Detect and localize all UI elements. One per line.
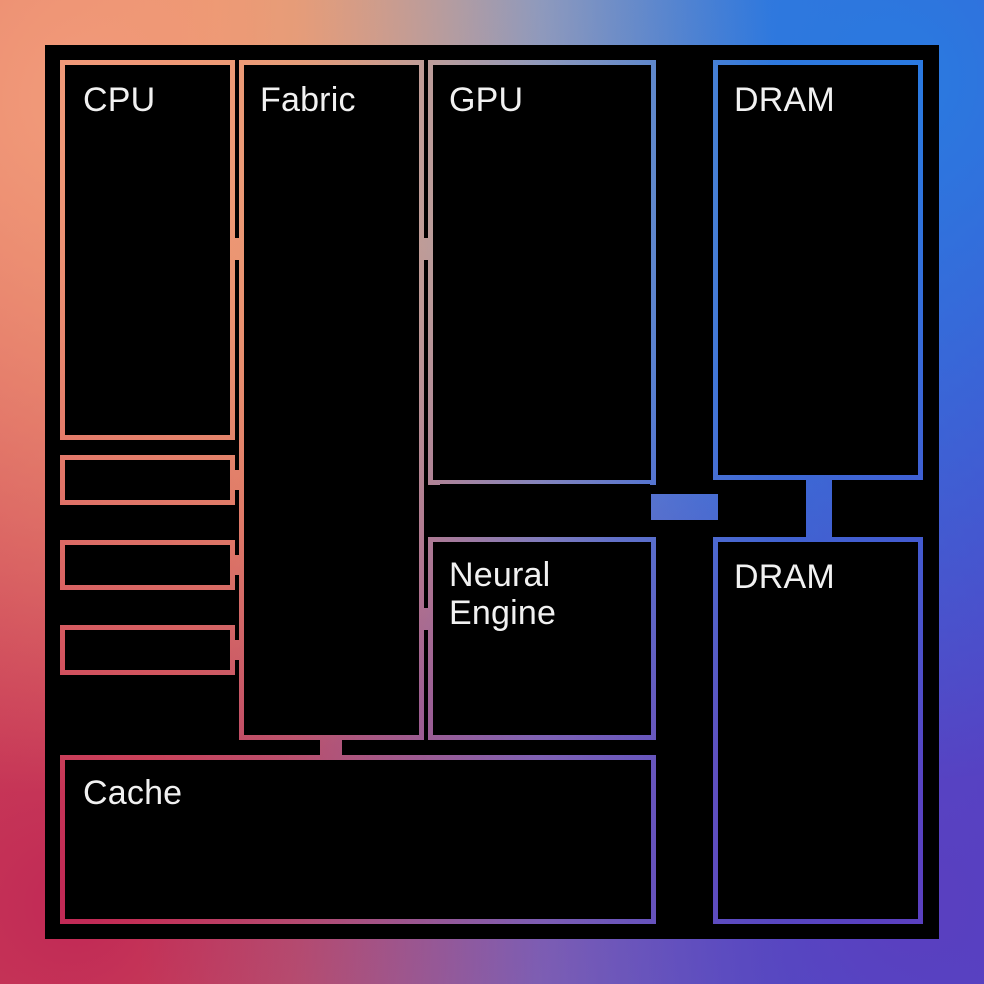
gpu-block — [433, 65, 651, 480]
connector-fabric-neural — [419, 608, 433, 630]
chip-diagram: CPU Fabric GPU DRAM Neural Engine DRAM Cache — [0, 0, 984, 984]
cpu-small-2 — [65, 545, 230, 585]
gpu-label: GPU — [449, 81, 523, 119]
fabric-label: Fabric — [260, 81, 356, 119]
connector-fabric-gpu — [419, 238, 433, 260]
connector-cpu-fabric-4 — [230, 640, 244, 660]
connector-cpu-fabric-3 — [230, 555, 244, 575]
dram_bottom-label: DRAM — [734, 558, 835, 596]
dram_top-label: DRAM — [734, 81, 835, 119]
cpu-small-3 — [65, 630, 230, 670]
cpu-block — [65, 65, 230, 435]
gap-below-gpu — [440, 484, 650, 528]
cpu-label: CPU — [83, 81, 155, 119]
cache-label: Cache — [83, 774, 182, 812]
cpu-small-1 — [65, 460, 230, 500]
dram-top-block — [718, 65, 918, 475]
dram-bottom-block — [718, 542, 918, 919]
connector-dram-vert — [806, 475, 832, 542]
fabric-block — [244, 65, 419, 735]
connector-gpu-dram-top — [651, 494, 718, 520]
connector-cpu-fabric-1 — [230, 238, 244, 260]
neural_engine-label: Neural Engine — [449, 556, 556, 632]
connector-fabric-cache — [320, 735, 342, 760]
connector-cpu-fabric-2 — [230, 470, 244, 490]
